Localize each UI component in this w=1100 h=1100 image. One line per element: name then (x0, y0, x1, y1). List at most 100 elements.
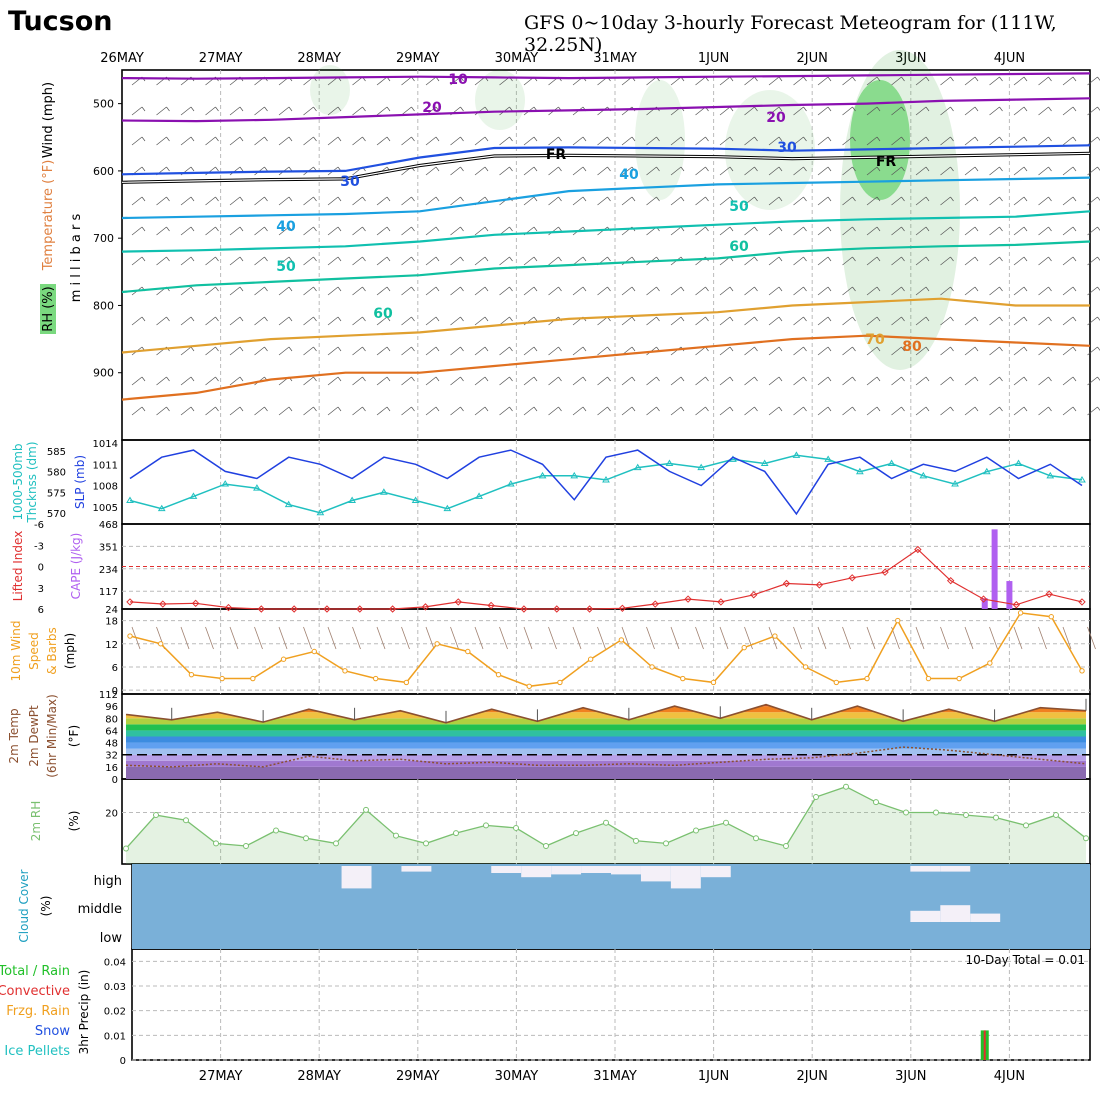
wind-barb (509, 256, 513, 262)
wind-barb (509, 166, 513, 172)
wind-barb (523, 196, 535, 206)
wind-ylabel: & Barbs (45, 627, 59, 675)
wind-barb (313, 256, 317, 262)
rh-tick: 20 (105, 808, 118, 819)
cape-bar (991, 529, 998, 609)
wind-barb (891, 286, 902, 296)
wind-barb (1072, 286, 1077, 292)
precip-tick: 0.01 (104, 1031, 126, 1042)
wind-barb (1023, 406, 1028, 412)
wind-barb (411, 196, 415, 202)
temp-ylabel: (6hr Min/Max) (45, 694, 59, 778)
wind-barb (1023, 256, 1028, 262)
wind-barb (705, 316, 709, 322)
wind-barb (558, 136, 562, 142)
wind-barb (729, 346, 734, 352)
wind-barb (744, 256, 755, 266)
page-title: GFS 0~10day 3-hourly Forecast Meteogram … (524, 12, 1057, 56)
wind-barb (254, 256, 265, 266)
wind-barb (842, 376, 853, 386)
wind-barb (964, 106, 976, 116)
wind-barb (974, 286, 979, 292)
wind-tick: 12 (105, 640, 118, 651)
wind-barb (1072, 76, 1077, 82)
wind-barb (411, 136, 415, 142)
wind-barb (754, 346, 758, 352)
wind-barb (313, 346, 317, 352)
wind-barb (754, 256, 758, 262)
isotherm-label: 20 (766, 110, 786, 126)
wind-barb (901, 406, 905, 412)
wind-barb (1048, 196, 1052, 202)
temp-band (126, 748, 1086, 755)
wind-barb (695, 196, 706, 206)
wind-barb (303, 406, 314, 416)
wind-barb (141, 106, 146, 112)
wind-barb (901, 226, 905, 232)
wind-barb (1023, 376, 1028, 382)
wind-barb (582, 406, 587, 412)
wind-barb (435, 136, 440, 142)
wind-barb (460, 226, 464, 232)
wind-barb (915, 376, 927, 386)
top-date-label: 1JUN (698, 51, 729, 66)
wind-barb (474, 136, 486, 146)
wind-barb (215, 196, 219, 202)
wind-barb (1023, 226, 1028, 232)
cloud-high-bar (611, 866, 641, 875)
wind-barb (239, 376, 244, 382)
wind-barb (768, 136, 780, 146)
wind-barb (827, 316, 832, 322)
lifted-index-line (129, 548, 1083, 610)
wind-barb (229, 256, 241, 266)
wind-barb (499, 346, 510, 356)
wind-barb (450, 76, 461, 86)
wind-barb (1087, 346, 1098, 356)
isotherm-10 (121, 72, 1091, 80)
wind10m-line-marker (495, 671, 502, 678)
wind-barb (401, 376, 412, 386)
lifted-index-marker (487, 601, 495, 610)
wind-barb-10m (474, 626, 484, 650)
wind-barb (719, 136, 731, 146)
wind-barb (670, 406, 682, 416)
wind-barb (435, 346, 440, 352)
wind-barb (1062, 376, 1074, 386)
wind-barb (1048, 346, 1052, 352)
wind-barb (768, 106, 780, 116)
cape-tick: 351 (99, 542, 118, 553)
thickness-line-marker (760, 459, 769, 467)
wind-barb (327, 346, 339, 356)
wind-barb (401, 256, 412, 266)
wind-barb (1097, 376, 1100, 381)
wind-barb (607, 256, 611, 262)
wind-barb (866, 196, 878, 206)
wind-barb (768, 346, 780, 356)
wind-barb (215, 136, 219, 142)
cloud-high-bar (581, 866, 611, 873)
wind-barb (1023, 166, 1028, 172)
wind-barb (646, 166, 657, 176)
wind-barb (607, 346, 611, 352)
wind-barb (215, 406, 219, 412)
wind-barb (915, 256, 927, 266)
wind-barb-10m (229, 626, 239, 650)
temp-tick: 80 (105, 714, 118, 725)
wind-barb (768, 316, 780, 326)
wind-barb (523, 376, 535, 386)
rh-marker (963, 812, 969, 819)
bottom-date-label: 2JUN (797, 1069, 828, 1084)
wind-barb (950, 376, 954, 382)
wind-barb (719, 286, 731, 296)
cloud-high-bar (640, 866, 671, 882)
temp-tick: 0 (112, 775, 118, 786)
wind-barb (229, 136, 241, 146)
thickness-line-marker (982, 467, 991, 475)
temp-band (126, 730, 1086, 737)
thickness-line-marker (316, 508, 325, 516)
temp-line (125, 703, 1087, 724)
wind-barb (621, 136, 633, 146)
wind-barb (999, 226, 1003, 232)
wind-barb (915, 346, 927, 356)
wind-barb (460, 256, 464, 262)
